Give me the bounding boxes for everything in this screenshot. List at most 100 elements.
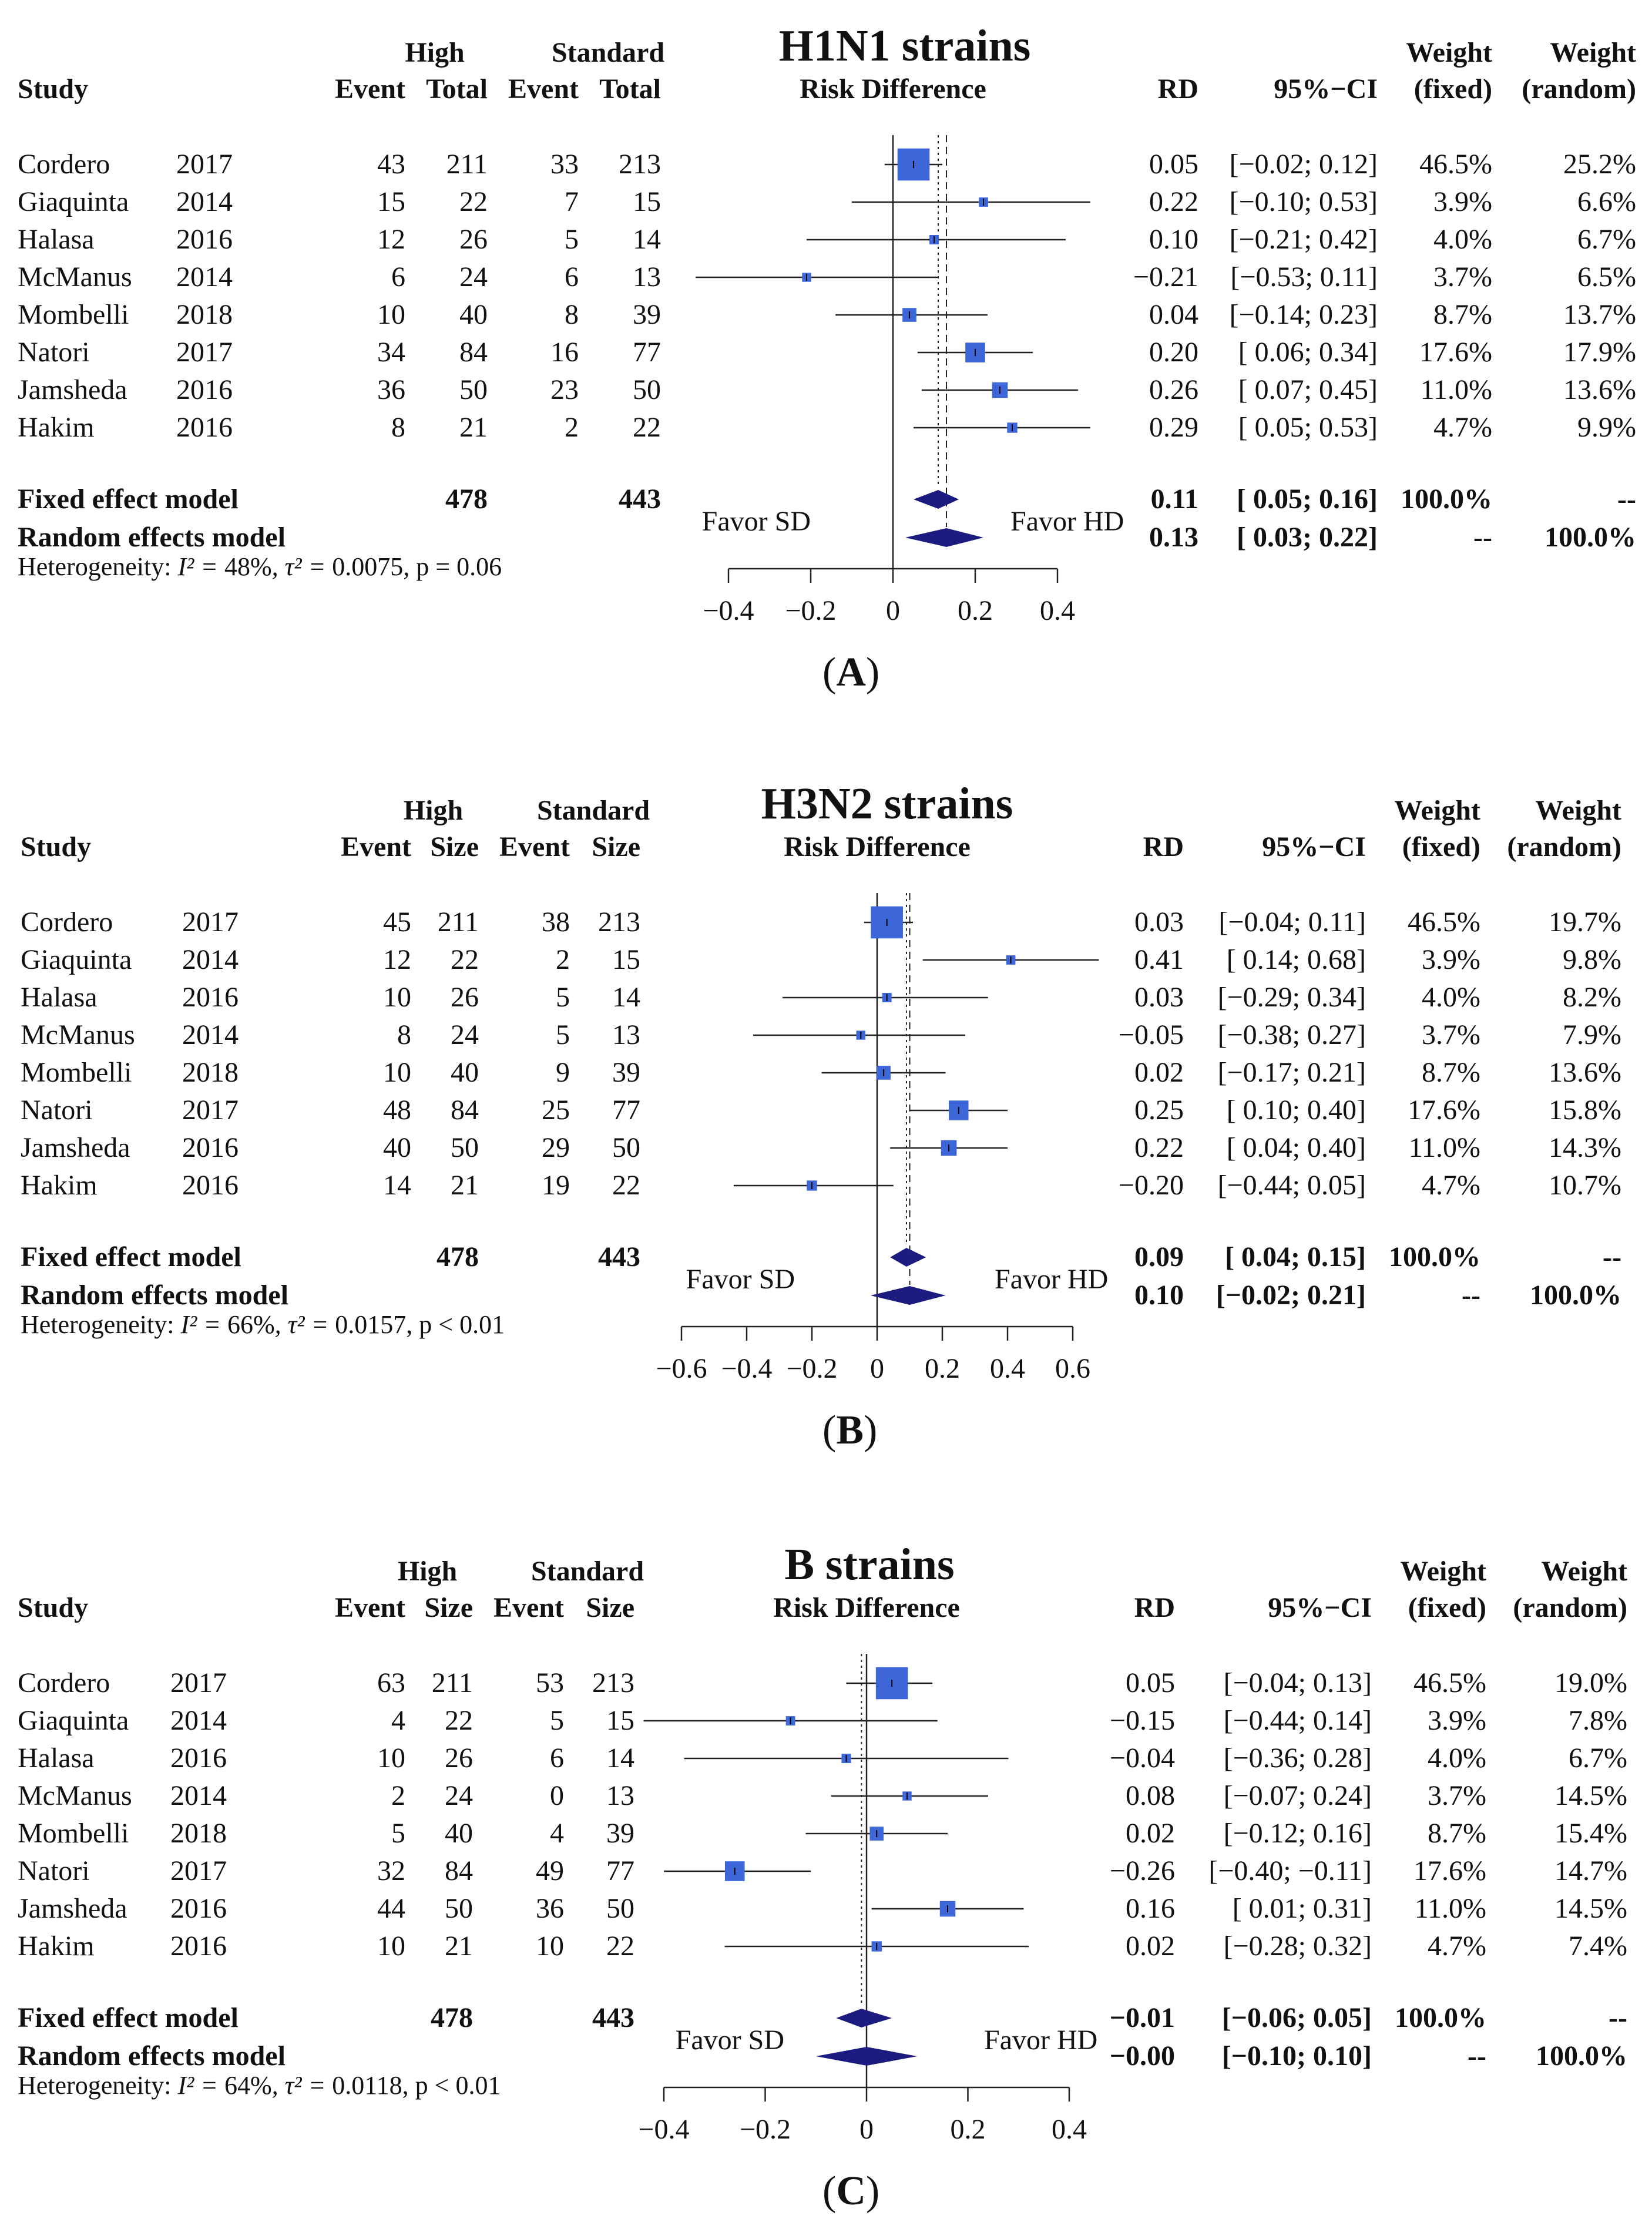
- header-ci: 95%−CI: [1268, 1592, 1372, 1623]
- high-count: 24: [459, 261, 488, 293]
- high-event: 10: [377, 1743, 405, 1774]
- high-count: 50: [451, 1132, 479, 1163]
- p-value: p = 0.06: [416, 552, 502, 581]
- fixed-rd: 0.09: [1134, 1241, 1184, 1273]
- heterogeneity-part: [171, 552, 177, 581]
- ci-value: [ 0.10; 0.40]: [1226, 1095, 1366, 1126]
- ci-value: [−0.17; 0.21]: [1217, 1057, 1366, 1088]
- weight-random-value: 6.7%: [1577, 224, 1636, 255]
- sep: ,: [406, 1310, 419, 1339]
- standard-event: 38: [542, 907, 570, 938]
- x-tick-label: 0: [870, 1353, 884, 1384]
- tau2-symbol: , τ² =: [274, 1310, 335, 1339]
- high-count: 40: [451, 1057, 479, 1088]
- rd-value: 0.02: [1134, 1057, 1184, 1088]
- fixed-weight-fixed: 100.0%: [1395, 2002, 1486, 2033]
- study-name: Natori: [18, 1855, 90, 1886]
- rd-value: 0.08: [1126, 1780, 1175, 1811]
- weight-random-value: 13.7%: [1563, 299, 1636, 330]
- weight-fixed-value: 3.9%: [1428, 1705, 1486, 1736]
- weight-random-value: 10.7%: [1549, 1170, 1621, 1201]
- random-ci: [ 0.03; 0.22]: [1237, 522, 1378, 553]
- weight-fixed-value: 46.5%: [1413, 1667, 1486, 1698]
- high-count: 211: [437, 907, 479, 938]
- header-fixed: (fixed): [1402, 831, 1480, 862]
- weight-fixed-value: 11.0%: [1414, 1893, 1486, 1924]
- random-weight-random: 100.0%: [1530, 1280, 1621, 1311]
- study-name: Cordero: [18, 1667, 110, 1698]
- high-count: 26: [459, 224, 488, 255]
- header-random: (random): [1522, 73, 1636, 105]
- header-rd: RD: [1134, 1592, 1175, 1623]
- random-model-label: Random effects model: [18, 2040, 286, 2072]
- fixed-total-high: 478: [445, 484, 488, 515]
- high-event: 63: [377, 1667, 405, 1698]
- favor-hd-label: Favor HD: [995, 1264, 1109, 1295]
- high-event: 48: [383, 1095, 411, 1126]
- study-name: McManus: [18, 261, 132, 293]
- header-weight-random: Weight: [1541, 1556, 1627, 1587]
- high-count: 84: [451, 1095, 479, 1126]
- study-name: Jamsheda: [21, 1132, 130, 1163]
- x-tick-label: −0.4: [721, 1353, 773, 1384]
- x-tick-label: 0.2: [950, 2114, 986, 2145]
- high-event: 45: [383, 907, 411, 938]
- study-year: 2016: [176, 374, 233, 405]
- rd-value: 0.26: [1149, 374, 1198, 405]
- random-rd: 0.10: [1134, 1280, 1184, 1311]
- high-count: 50: [445, 1893, 473, 1924]
- random-weight-random: 100.0%: [1536, 2040, 1627, 2072]
- forest-panel-b: H3N2 strains High Standard Study Event Size Ev…: [0, 758, 1652, 1453]
- header-high-event: Event: [341, 831, 411, 862]
- weight-random-value: 19.0%: [1554, 1667, 1627, 1698]
- ci-value: [−0.44; 0.14]: [1223, 1705, 1372, 1736]
- rd-value: 0.41: [1134, 944, 1184, 975]
- rd-value: 0.29: [1149, 412, 1198, 443]
- header-random: (random): [1513, 1592, 1627, 1623]
- study-year: 2017: [182, 1095, 239, 1126]
- heterogeneity-text: Heterogeneity: I² = 66%, τ² = 0.0157, p …: [21, 1312, 505, 1338]
- header-high: High: [405, 37, 465, 68]
- standard-event: 5: [565, 224, 579, 255]
- study-year: 2017: [170, 1667, 227, 1698]
- x-tick-label: 0: [859, 2114, 874, 2145]
- standard-count: 22: [612, 1170, 640, 1201]
- study-name: Halasa: [21, 982, 98, 1013]
- weight-random-value: 6.7%: [1569, 1743, 1627, 1774]
- rd-value: −0.04: [1109, 1743, 1175, 1774]
- high-count: 40: [445, 1818, 473, 1849]
- fixed-rd: 0.11: [1150, 484, 1198, 515]
- standard-count: 213: [598, 907, 640, 938]
- standard-count: 50: [606, 1893, 634, 1924]
- high-count: 40: [459, 299, 488, 330]
- x-tick-label: −0.2: [786, 1353, 838, 1384]
- high-event: 10: [377, 299, 405, 330]
- standard-count: 39: [606, 1818, 634, 1849]
- weight-fixed-value: 3.9%: [1433, 186, 1492, 217]
- high-event: 2: [391, 1780, 405, 1811]
- standard-event: 7: [565, 186, 579, 217]
- weight-random-value: 9.9%: [1577, 412, 1636, 443]
- standard-count: 14: [612, 982, 640, 1013]
- fixed-total-standard: 443: [619, 484, 661, 515]
- study-name: Cordero: [21, 907, 113, 938]
- high-event: 4: [391, 1705, 405, 1736]
- i2-value: 66%: [227, 1310, 275, 1339]
- standard-event: 53: [536, 1667, 564, 1698]
- tau2-value: 0.0157: [335, 1310, 407, 1339]
- x-tick-label: −0.6: [656, 1353, 707, 1384]
- weight-random-value: 13.6%: [1563, 374, 1636, 405]
- standard-count: 13: [606, 1780, 634, 1811]
- header-rd: RD: [1157, 73, 1198, 105]
- standard-event: 33: [550, 149, 579, 180]
- ci-value: [−0.38; 0.27]: [1217, 1019, 1366, 1050]
- study-year: 2014: [176, 261, 233, 293]
- weight-fixed-value: 46.5%: [1408, 907, 1480, 938]
- study-year: 2016: [182, 982, 239, 1013]
- standard-event: 2: [565, 412, 579, 443]
- study-year: 2016: [182, 1132, 239, 1163]
- standard-event: 49: [536, 1855, 564, 1886]
- forest-plot-svg: [696, 135, 1090, 583]
- study-year: 2016: [170, 1743, 227, 1774]
- heterogeneity-part: [174, 1310, 180, 1339]
